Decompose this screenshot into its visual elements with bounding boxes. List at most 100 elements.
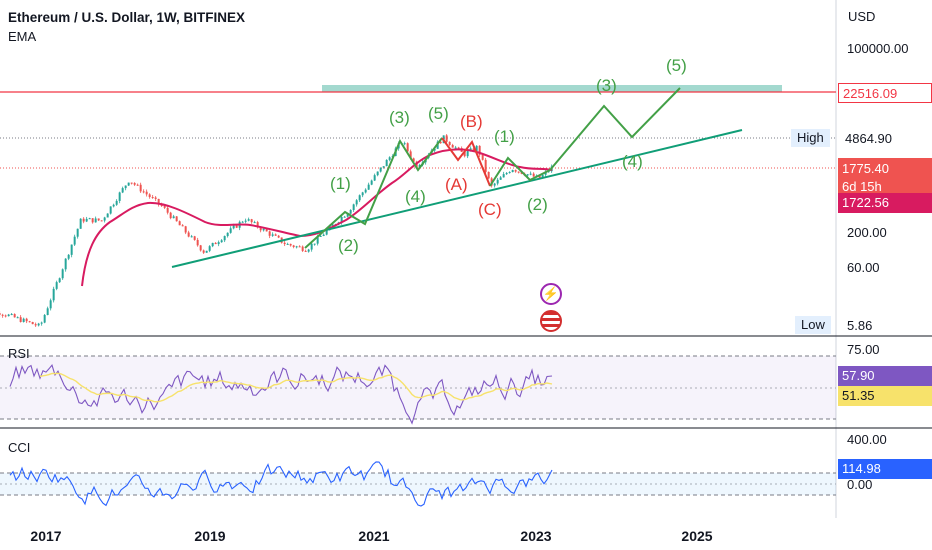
candle-body bbox=[316, 236, 319, 244]
candle-body bbox=[370, 180, 373, 185]
candle-body bbox=[325, 230, 328, 235]
resistance-price-tag: 22516.09 bbox=[838, 83, 932, 103]
candle-body bbox=[103, 217, 106, 221]
candle-body bbox=[166, 207, 169, 213]
candle-body bbox=[277, 235, 280, 238]
candle-body bbox=[172, 216, 175, 219]
candle-body bbox=[193, 236, 196, 240]
candle-body bbox=[163, 206, 166, 208]
candle-body bbox=[415, 161, 418, 169]
last-price-tag: 1775.40 6d 15h bbox=[838, 158, 932, 198]
candle-body bbox=[181, 225, 184, 227]
wave-label-b: (B) bbox=[460, 112, 483, 131]
symbol-title: Ethereum / U.S. Dollar, 1W, BITFINEX bbox=[8, 10, 246, 25]
candle-body bbox=[388, 157, 391, 160]
x-tick-2019: 2019 bbox=[194, 528, 226, 544]
candle-body bbox=[433, 148, 436, 151]
candle-body bbox=[493, 183, 496, 186]
candle-body bbox=[13, 314, 16, 318]
candle-body bbox=[451, 144, 454, 148]
candle-body bbox=[4, 315, 7, 317]
candle-body bbox=[82, 218, 85, 222]
candle-body bbox=[55, 282, 58, 289]
candle-body bbox=[0, 313, 1, 315]
candle-body bbox=[304, 250, 307, 252]
cci-value-tag: 114.98 bbox=[838, 459, 932, 479]
candle-body bbox=[247, 219, 250, 221]
candle-body bbox=[19, 317, 22, 322]
candle-body bbox=[403, 143, 406, 145]
candle-body bbox=[208, 246, 211, 251]
candle-body bbox=[298, 246, 301, 248]
candle-body bbox=[361, 192, 364, 196]
cci-tick-400: 400.00 bbox=[847, 432, 887, 447]
candle-body bbox=[91, 218, 94, 223]
candle-body bbox=[58, 278, 61, 283]
candle-body bbox=[7, 314, 10, 317]
candle-body bbox=[349, 209, 352, 214]
candle-body bbox=[130, 182, 133, 184]
x-tick-2017: 2017 bbox=[30, 528, 62, 544]
candle-body bbox=[34, 324, 37, 326]
candle-body bbox=[499, 177, 502, 180]
candle-body bbox=[385, 159, 388, 167]
candle-body bbox=[88, 218, 91, 220]
candle-body bbox=[10, 314, 13, 316]
wave-label-4: (4) bbox=[405, 187, 426, 206]
candle-body bbox=[187, 232, 190, 237]
wave-label-minor-2: (2) bbox=[527, 195, 548, 214]
candle-body bbox=[508, 172, 511, 174]
lightning-icon[interactable]: ⚡ bbox=[540, 283, 562, 305]
candle-body bbox=[154, 197, 157, 199]
us-flag-icon[interactable] bbox=[540, 310, 562, 332]
candle-body bbox=[259, 227, 262, 231]
candle-body bbox=[439, 141, 442, 144]
price-tick-200: 200.00 bbox=[847, 225, 887, 240]
candle-body bbox=[322, 234, 325, 236]
candle-body bbox=[541, 174, 544, 179]
price-tick-60: 60.00 bbox=[847, 260, 880, 275]
candle-body bbox=[484, 159, 487, 172]
candle-body bbox=[481, 154, 484, 160]
candle-body bbox=[343, 216, 346, 218]
candle-body bbox=[118, 192, 121, 201]
candle-body bbox=[196, 239, 199, 246]
candle-body bbox=[346, 213, 349, 217]
candle-body bbox=[475, 145, 478, 151]
candle-body bbox=[262, 228, 265, 231]
candle-body bbox=[529, 173, 532, 175]
candle-body bbox=[127, 182, 130, 186]
rsi-value-tag: 57.90 bbox=[838, 366, 932, 386]
candle-body bbox=[217, 242, 220, 245]
wave-label-proj-5: (5) bbox=[666, 56, 687, 75]
candle-body bbox=[205, 250, 208, 253]
candle-body bbox=[97, 218, 100, 221]
candle-body bbox=[310, 243, 313, 250]
candle-body bbox=[487, 171, 490, 179]
candle-body bbox=[445, 135, 448, 142]
candle-body bbox=[148, 194, 151, 198]
candle-body bbox=[37, 323, 40, 326]
candle-body bbox=[25, 318, 28, 322]
candle-body bbox=[49, 300, 52, 309]
candle-body bbox=[286, 243, 289, 245]
candle-body bbox=[46, 308, 49, 316]
candle-body bbox=[100, 220, 103, 222]
candle-body bbox=[340, 217, 343, 223]
wave-label-proj-3: (3) bbox=[596, 76, 617, 95]
candle-body bbox=[412, 158, 415, 162]
candle-body bbox=[295, 246, 298, 248]
candle-body bbox=[406, 143, 409, 152]
cci-label: CCI bbox=[8, 440, 31, 455]
candle-body bbox=[106, 213, 109, 218]
candle-body bbox=[319, 235, 322, 237]
candle-body bbox=[532, 173, 535, 177]
candle-body bbox=[271, 234, 274, 236]
wave-path-red bbox=[441, 137, 491, 187]
candle-body bbox=[256, 222, 259, 228]
candle-body bbox=[517, 171, 520, 173]
wave-label-2: (2) bbox=[338, 236, 359, 255]
wave-path-green-1 bbox=[304, 137, 443, 249]
candle-body bbox=[214, 242, 217, 245]
